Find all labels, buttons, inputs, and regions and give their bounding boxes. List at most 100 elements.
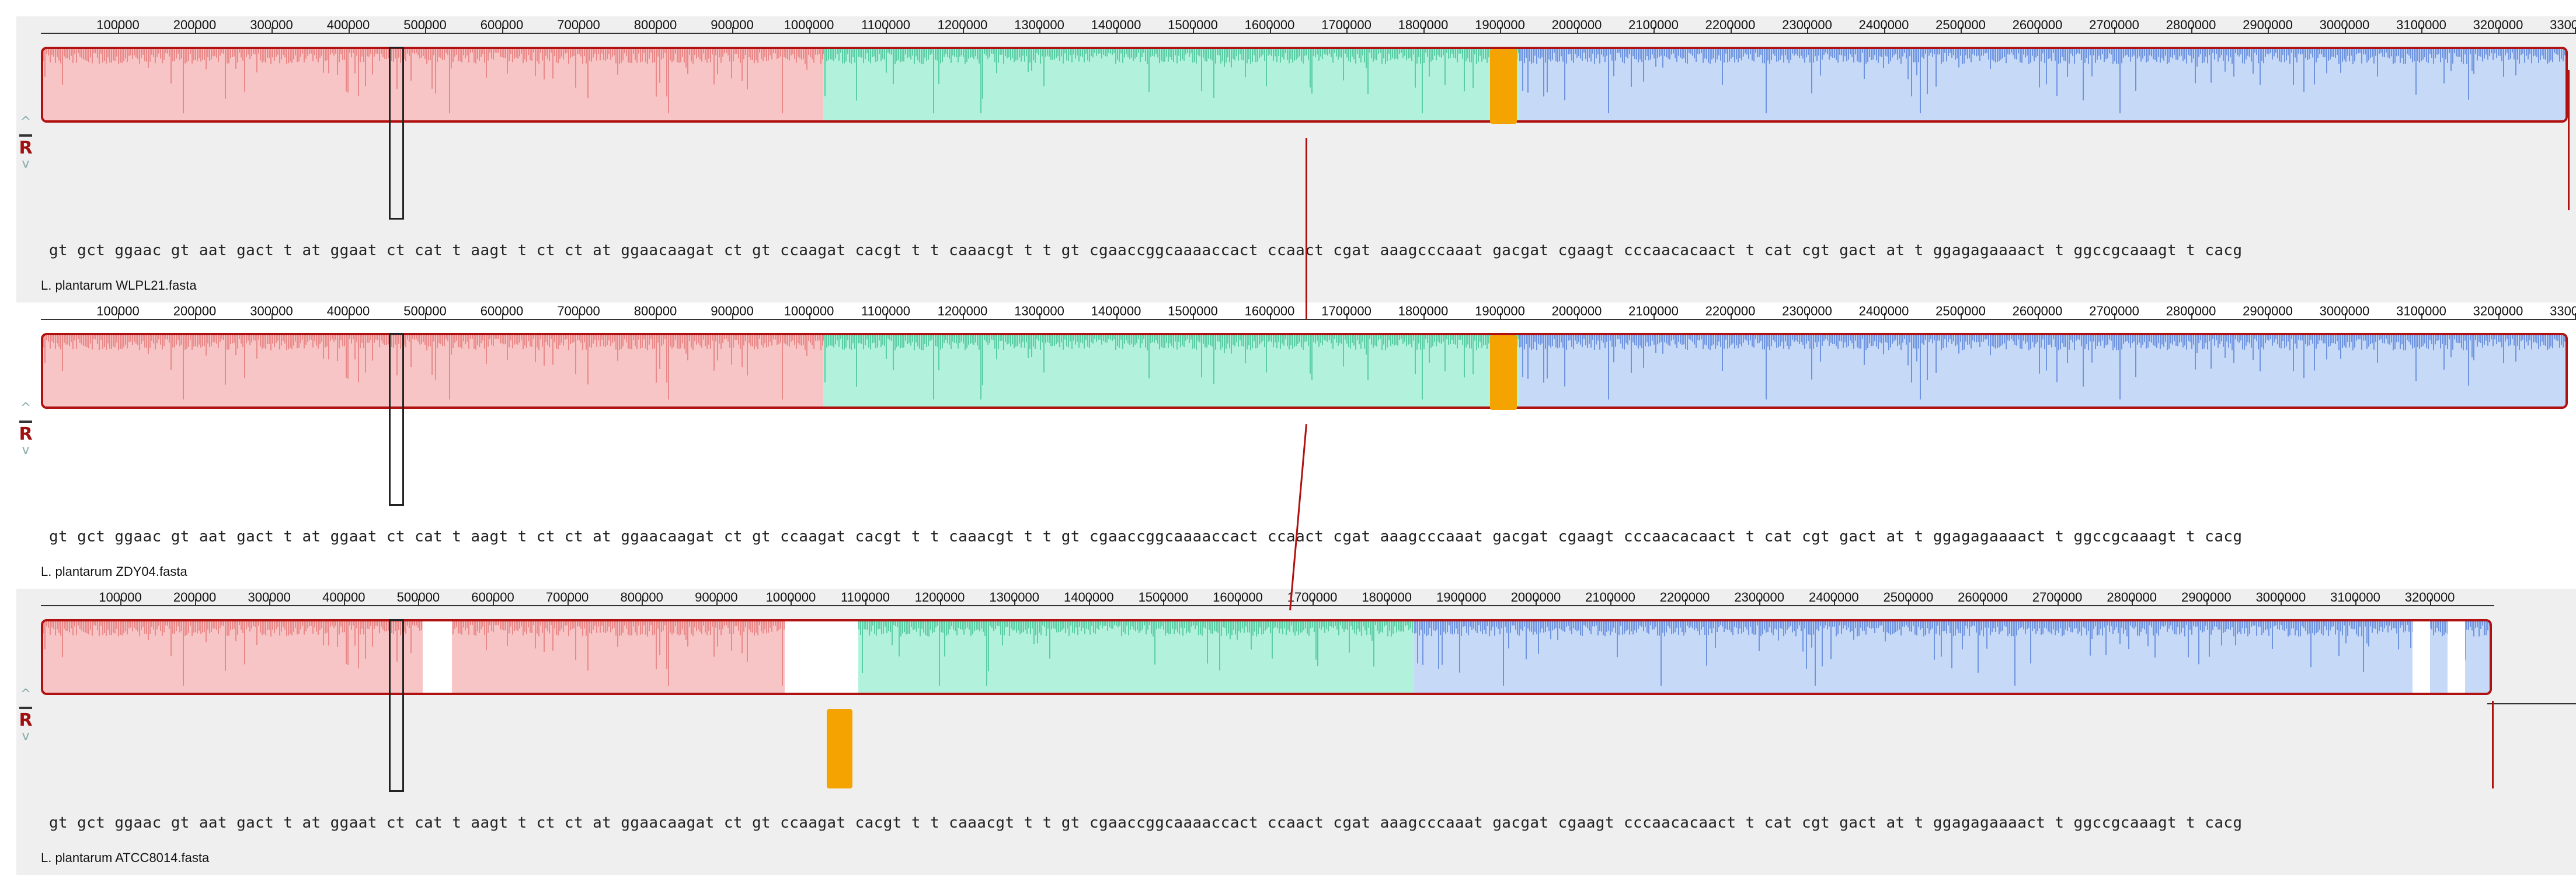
move-up-icon[interactable]: ^ <box>20 687 32 701</box>
reference-button[interactable]: R <box>19 710 33 731</box>
ruler-label: 3200000 <box>2473 304 2523 318</box>
similarity-spikes <box>829 621 1413 686</box>
ruler-tick <box>1807 27 1808 33</box>
sequence-text: gt gct ggaac gt aat gact t at ggaat ct c… <box>49 242 2243 259</box>
ruler-tick <box>809 313 810 319</box>
lcb-block-blue[interactable] <box>1519 335 2565 406</box>
lcb-block-blue[interactable] <box>1414 621 2490 693</box>
ruler-tick <box>2037 313 2039 319</box>
ruler-tick <box>1807 313 1808 319</box>
ruler-label: 800000 <box>620 590 663 604</box>
similarity-profile-blue <box>1519 49 2565 113</box>
ruler-label: 1200000 <box>937 18 988 32</box>
cursor-box <box>389 333 404 506</box>
ruler-label: 2300000 <box>1734 590 1785 604</box>
ruler-tick <box>1684 599 1686 605</box>
reference-button[interactable]: R <box>19 138 33 158</box>
lcb-block-red[interactable] <box>43 335 823 406</box>
lcb-track[interactable] <box>41 619 2492 695</box>
minus-icon[interactable] <box>19 134 32 137</box>
ruler-label: 1900000 <box>1475 18 1525 32</box>
ruler-label: 500000 <box>403 304 447 318</box>
ruler-tick <box>1884 313 1885 319</box>
genome-panel-1: 100000 200000 300000 400000 500000 600000 7000… <box>0 16 2576 303</box>
ruler-tick <box>1039 313 1040 319</box>
move-up-icon[interactable]: ^ <box>20 401 32 415</box>
ruler-label: 1300000 <box>1014 304 1064 318</box>
ruler-label: 600000 <box>480 304 524 318</box>
ruler-tick <box>1163 599 1165 605</box>
ruler-tick <box>1961 27 1962 33</box>
ruler-tick <box>425 27 426 33</box>
small-lcb-marker[interactable] <box>1490 49 1517 124</box>
ruler-label: 1900000 <box>1436 590 1487 604</box>
track-end-marker <box>2492 701 2494 788</box>
ruler-tick <box>118 313 119 319</box>
ruler-label: 2200000 <box>1705 304 1756 318</box>
ruler-tick <box>194 313 196 319</box>
ruler-label: 400000 <box>326 304 370 318</box>
ruler-tick <box>1730 27 1732 33</box>
lcb-block-red[interactable] <box>43 621 829 693</box>
alignment-connector <box>1306 138 1307 319</box>
lcb-track[interactable] <box>41 47 2568 123</box>
ruler-tick <box>655 313 657 319</box>
ruler-tick <box>271 27 273 33</box>
ruler-tick <box>1387 599 1388 605</box>
reference-button[interactable]: R <box>19 424 33 444</box>
ruler-label: 1100000 <box>840 590 890 604</box>
ruler-label: 200000 <box>173 18 217 32</box>
ruler-label: 1300000 <box>989 590 1040 604</box>
ruler-label: 2500000 <box>1936 18 1986 32</box>
similarity-profile-red <box>43 621 829 693</box>
lcb-block-green[interactable] <box>829 621 1414 693</box>
minus-icon[interactable] <box>19 707 32 709</box>
ruler-tick <box>1269 313 1271 319</box>
ruler-label: 500000 <box>403 18 447 32</box>
ruler-tick <box>271 313 273 319</box>
genome-panel-2: 100000 200000 300000 400000 500000 600000 7000… <box>0 303 2576 589</box>
ruler-tick <box>2268 313 2269 319</box>
ruler-tick <box>1039 27 1040 33</box>
ruler-tick <box>1423 27 1425 33</box>
ruler-tick <box>1193 27 1194 33</box>
ruler-tick <box>1238 599 1239 605</box>
ruler-tick <box>567 599 569 605</box>
ruler-tick <box>1833 599 1835 605</box>
move-down-icon[interactable]: v <box>22 443 30 457</box>
ruler-label: 1400000 <box>1091 18 1141 32</box>
ruler-label: 1500000 <box>1138 590 1189 604</box>
genome-name: L. plantarum ZDY04.fasta <box>41 564 187 579</box>
ruler-label: 3300000 <box>2550 18 2576 32</box>
small-lcb-marker[interactable] <box>1490 335 1517 410</box>
ruler-label: 1300000 <box>1014 18 1064 32</box>
ruler-label: 1800000 <box>1398 18 1449 32</box>
ruler-label: 3200000 <box>2473 18 2523 32</box>
move-up-icon[interactable]: ^ <box>20 114 32 129</box>
ruler-tick <box>1500 313 1501 319</box>
lcb-block-blue[interactable] <box>1519 49 2565 120</box>
ruler-tick <box>2429 599 2431 605</box>
similarity-profile-green <box>823 335 1519 399</box>
lcb-track[interactable] <box>41 333 2568 409</box>
ruler-label: 300000 <box>250 18 293 32</box>
ruler-label: 2800000 <box>2166 18 2216 32</box>
lcb-block-green[interactable] <box>823 49 1519 120</box>
move-down-icon[interactable]: v <box>22 157 30 171</box>
ruler-tick <box>343 599 345 605</box>
lcb-block-green[interactable] <box>823 335 1519 406</box>
small-lcb-marker[interactable] <box>827 709 852 788</box>
genome-name: L. plantarum WLPL21.fasta <box>41 278 197 293</box>
move-down-icon[interactable]: v <box>22 729 30 743</box>
minus-icon[interactable] <box>19 421 32 423</box>
lcb-block-red[interactable] <box>43 49 823 120</box>
ruler-tick <box>118 27 119 33</box>
ruler-label: 3100000 <box>2330 590 2380 604</box>
coordinate-ruler: 100000 200000 300000 400000 500000 600000 7000… <box>41 589 2494 606</box>
ruler-tick <box>2191 313 2192 319</box>
ruler-tick <box>2344 313 2346 319</box>
ruler-label: 2100000 <box>1628 304 1679 318</box>
ruler-tick <box>1500 27 1501 33</box>
ruler-label: 1700000 <box>1321 18 1371 32</box>
ruler-tick <box>1653 313 1655 319</box>
